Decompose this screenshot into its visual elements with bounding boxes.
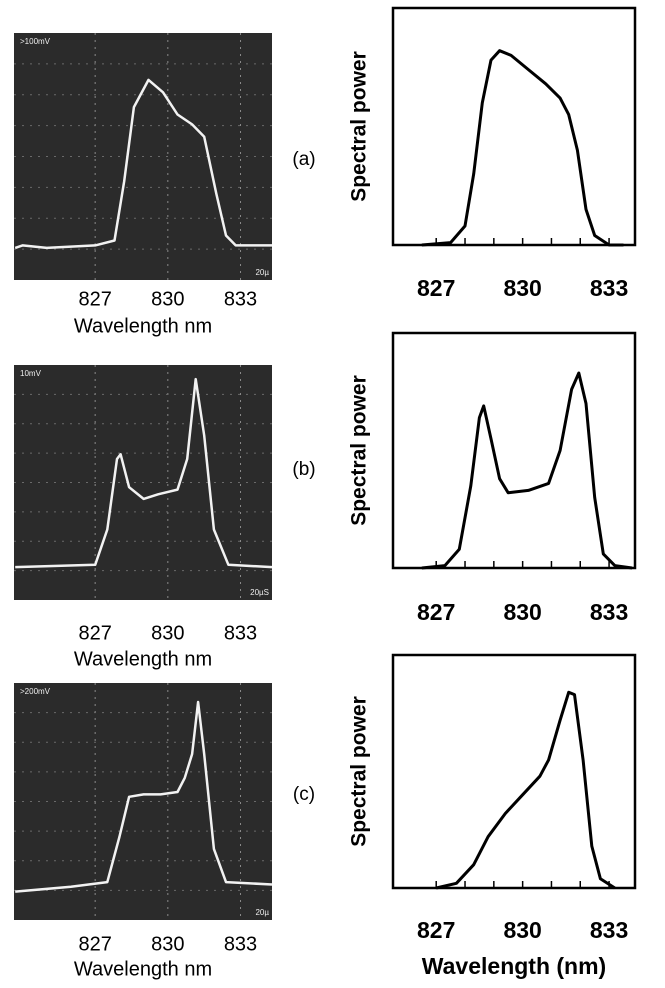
spectrum-line [421,371,633,570]
x-tick-label: 833 [590,917,628,943]
x-axis-label: Wavelength nm [74,648,212,670]
spectrum-line [421,49,624,247]
spectrum-line [435,690,616,890]
panel-label: (a) [292,149,315,170]
x-tick-label: 827 [417,917,455,943]
x-tick-label: 830 [151,622,184,644]
x-tick-label: 827 [78,288,111,310]
screen-label: 20µ [255,268,269,277]
y-axis-label: Spectral power [348,375,371,526]
x-tick-label: 833 [224,622,257,644]
x-tick-label: 827 [417,599,455,625]
x-tick-label: 827 [417,275,455,301]
x-tick-label: 833 [590,599,628,625]
y-axis-label: Spectral power [348,696,371,847]
x-tick-label: 830 [151,288,184,310]
x-tick-label: 830 [503,275,541,301]
screen-label: >100mV [20,37,51,46]
x-axis-label: Wavelength nm [74,315,212,337]
x-axis-label: Wavelength nm [74,958,212,980]
plot-frame [391,653,637,890]
x-tick-label: 830 [503,917,541,943]
x-tick-label: 833 [590,275,628,301]
x-tick-label: 833 [224,288,257,310]
panel-label: (c) [293,784,315,805]
x-axis-label: Wavelength (nm) [422,953,606,979]
panel-label: (b) [292,459,315,480]
plot-frame [391,6,637,247]
x-tick-label: 833 [224,933,257,955]
screen-label: >200mV [20,687,51,696]
spectrum-line [15,700,273,893]
x-tick-label: 830 [151,933,184,955]
screen-label: 20µS [250,588,269,597]
x-tick-label: 827 [78,622,111,644]
x-tick-label: 830 [503,599,541,625]
plot-frame [391,331,637,570]
y-axis-label: Spectral power [348,51,371,202]
screen-label: 10mV [20,369,42,378]
spectrum-line [14,78,272,250]
spectrum-line [15,377,273,569]
x-tick-label: 827 [78,933,111,955]
screen-label: 20µ [255,908,269,917]
